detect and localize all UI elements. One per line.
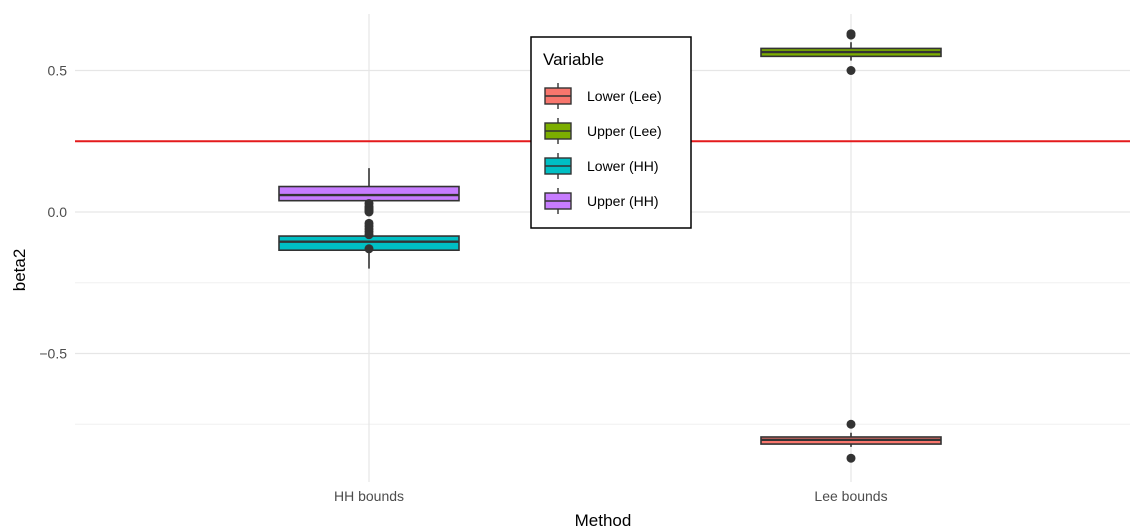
y-tick-label: −0.5 [39, 346, 67, 362]
box-body [278, 185, 460, 202]
y-tick-label: 0.0 [48, 204, 68, 220]
outlier-point [846, 453, 856, 463]
box-upper-lee [760, 29, 942, 75]
legend-label: Upper (Lee) [587, 123, 662, 139]
legend-item: Upper (HH) [544, 188, 659, 214]
legend-label: Lower (Lee) [587, 88, 662, 104]
outlier-point [364, 244, 374, 254]
y-axis-title: beta2 [10, 249, 29, 292]
box-upper-hh [278, 168, 460, 217]
outlier-point [846, 66, 856, 75]
legend: Variable Lower (Lee) Upper (Lee) Lower (HH… [530, 36, 692, 229]
legend-label: Upper (HH) [587, 193, 659, 209]
tick-labels-layer: −0.5 0.0 0.5 HH bounds Lee bounds [39, 63, 887, 505]
outlier-point [846, 419, 856, 429]
outlier-point [364, 230, 374, 240]
outlier-point [364, 207, 374, 217]
box-lower-hh [278, 218, 460, 269]
legend-title: Variable [543, 50, 604, 69]
x-tick-label: Lee bounds [814, 488, 887, 504]
legend-label: Lower (HH) [587, 158, 659, 174]
x-axis-title: Method [575, 511, 632, 530]
y-tick-label: 0.5 [48, 63, 68, 79]
legend-item: Lower (Lee) [544, 83, 662, 109]
legend-items: Lower (Lee) Upper (Lee) Lower (HH) Upper (H… [544, 83, 662, 214]
x-tick-label: HH bounds [334, 488, 404, 504]
legend-item: Lower (HH) [544, 153, 659, 179]
boxes-layer [278, 29, 942, 463]
box-lower-lee [760, 419, 942, 463]
legend-item: Upper (Lee) [544, 118, 662, 144]
outlier-point [846, 29, 856, 39]
